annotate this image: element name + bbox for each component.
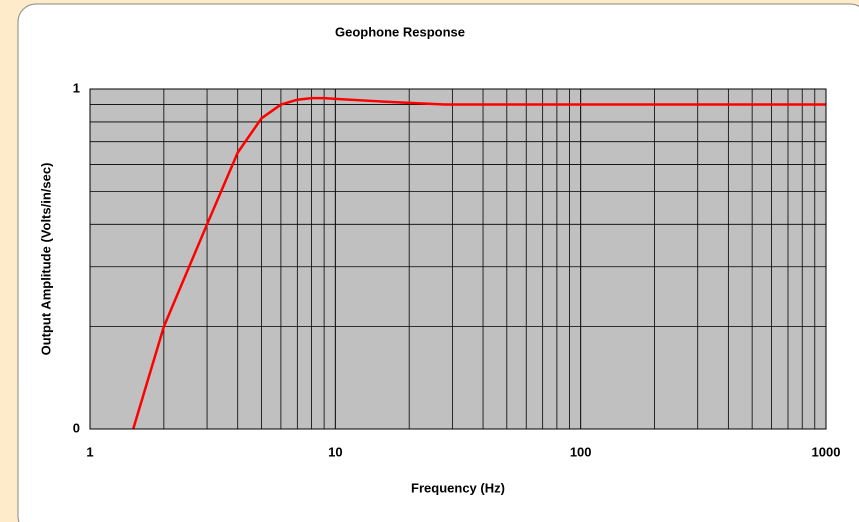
x-tick-label: 1 — [86, 444, 93, 459]
chart-title: Geophone Response — [335, 24, 465, 39]
line-series — [132, 96, 826, 430]
plot-area — [90, 89, 826, 429]
x-tick-label: 100 — [570, 444, 592, 459]
y-tick-label: 0 — [73, 420, 80, 435]
plot-border — [89, 88, 827, 430]
x-tick-label: 1000 — [812, 444, 841, 459]
y-tick-label: 1 — [73, 80, 80, 95]
x-tick-label: 10 — [328, 444, 342, 459]
y-axis-label: Output Amplitude (Volts/in/sec) — [38, 163, 53, 356]
x-axis-label: Frequency (Hz) — [411, 480, 505, 495]
